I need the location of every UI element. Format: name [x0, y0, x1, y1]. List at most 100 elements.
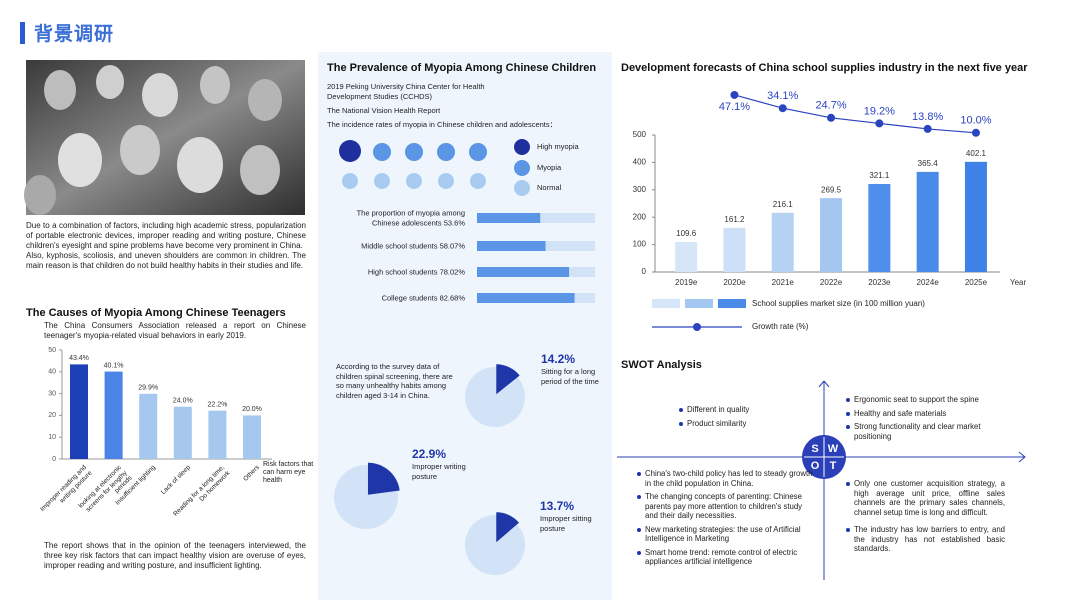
- bar: [916, 171, 939, 272]
- bar-label: College students 82.68%: [335, 293, 465, 303]
- x-tick-label: 2023e: [868, 278, 891, 287]
- category-label: Sitting for a long period of the time: [541, 367, 599, 386]
- legend-label: School supplies market size (in 100 mill…: [752, 299, 925, 308]
- legend-label: Myopia: [537, 163, 562, 172]
- bar: [477, 293, 575, 303]
- swot-item: The changing concepts of parenting: Chin…: [636, 492, 816, 521]
- value-label: 321.1: [869, 171, 890, 180]
- swot-item: Healthy and safe materials: [845, 409, 1010, 419]
- swot-item: Ergonomic seat to support the spine: [845, 395, 1010, 405]
- line-point: [730, 90, 739, 99]
- category-label: High school students: [367, 267, 438, 277]
- bar: [771, 212, 794, 272]
- line-point: [875, 119, 884, 128]
- swot-letter: S: [811, 443, 818, 455]
- swot-letter: T: [830, 460, 837, 472]
- intro-text: Due to a combination of factors, includi…: [26, 221, 306, 271]
- y-tick-label: 20: [48, 412, 56, 419]
- source-text: The incidence rates of myopia in Chinese…: [327, 120, 558, 129]
- value-label: 22.9%: [412, 447, 447, 461]
- bar-label: High school students 78.02%: [335, 267, 465, 277]
- value-label: 29.9%: [138, 385, 158, 392]
- chart-title: The Causes of Myopia Among Chinese Teena…: [26, 307, 286, 319]
- line-point: [827, 113, 836, 122]
- myopia-dots: [339, 139, 530, 196]
- bar: [675, 241, 698, 272]
- x-tick-label: 2021e: [772, 278, 795, 287]
- swot-list: China's two-child policy has led to stea…: [636, 469, 816, 567]
- swot-list: Different in quality Product similarity: [678, 405, 818, 428]
- value-label: 58.07%: [439, 241, 465, 251]
- bar: [243, 415, 261, 459]
- bar: [70, 364, 88, 459]
- legend-marker: [693, 323, 701, 331]
- category-label: Middle school students: [361, 241, 438, 251]
- y-tick-label: 0: [642, 267, 647, 276]
- value-label: 13.8%: [912, 111, 943, 123]
- value-label: 53.6%: [443, 218, 465, 227]
- value-label: 22.2%: [207, 401, 227, 408]
- page-title: 背景调研: [34, 24, 115, 45]
- y-tick-label: 200: [633, 212, 647, 221]
- swot-item: China's two-child policy has led to stea…: [636, 469, 816, 488]
- bar: [477, 241, 546, 251]
- value-label: 24.7%: [815, 100, 846, 112]
- annotation: Risk factors that can harm eye health: [263, 461, 314, 484]
- swot-item: Product similarity: [678, 419, 818, 429]
- chart-title: Development forecasts of China school su…: [621, 62, 1028, 74]
- value-label: 14.2%: [541, 352, 576, 366]
- value-label: 402.1: [966, 149, 987, 158]
- bar: [104, 371, 123, 459]
- header-bar: [20, 22, 25, 44]
- category-label: College students: [381, 293, 438, 303]
- bar: [208, 410, 227, 459]
- swot-list: Only one customer acquisition strategy, …: [845, 479, 1005, 554]
- value-label: 161.2: [724, 215, 745, 224]
- y-tick-label: 40: [48, 369, 56, 376]
- value-label: 20.0%: [242, 406, 262, 413]
- y-tick-label: 30: [48, 390, 56, 397]
- bar: [820, 198, 843, 272]
- swot-list: Ergonomic seat to support the spine Healt…: [845, 395, 1010, 441]
- bar: [173, 406, 192, 459]
- swot-item: The industry has low barriers to entry, …: [845, 525, 1005, 554]
- x-tick-label: 2019e: [675, 278, 698, 287]
- value-label: 47.1%: [719, 101, 750, 113]
- bar: [477, 213, 541, 223]
- bar: [723, 227, 746, 272]
- value-label: 216.1: [773, 200, 794, 209]
- x-axis-label: Year: [1010, 278, 1027, 287]
- category-label: The proportion of myopia among Chinese a…: [356, 208, 465, 228]
- legend-swatch: [718, 299, 746, 308]
- section-title: The Prevalence of Myopia Among Chinese C…: [327, 62, 597, 74]
- value-label: 34.1%: [767, 90, 798, 102]
- line-point: [971, 128, 980, 137]
- swot-item: Different in quality: [678, 405, 818, 415]
- swot-item: Only one customer acquisition strategy, …: [845, 479, 1005, 517]
- y-tick-label: 50: [48, 347, 56, 354]
- swot-item: New marketing strategies: the use of Art…: [636, 525, 816, 544]
- y-tick-label: 100: [633, 240, 647, 249]
- line: [734, 94, 976, 134]
- line-point: [778, 104, 787, 113]
- value-label: 13.7%: [540, 499, 575, 513]
- swot-item: Strong functionality and clear market po…: [845, 422, 1010, 441]
- photo: [24, 60, 305, 215]
- category-label: Improper writing posture: [412, 462, 466, 481]
- source-text: The National Vision Health Report: [327, 106, 441, 115]
- bar: [868, 184, 891, 272]
- value-label: 365.4: [918, 159, 939, 168]
- pie-slice: [496, 512, 520, 543]
- chart-subtitle: The China Consumers Association released…: [44, 321, 306, 340]
- source-text: 2019 Peking University China Center for …: [327, 82, 485, 101]
- y-tick-label: 10: [48, 434, 56, 441]
- x-tick-label: 2022e: [820, 278, 843, 287]
- y-tick-label: 500: [633, 130, 647, 139]
- bar-label: The proportion of myopia among Chinese a…: [335, 209, 465, 228]
- chart-note: The report shows that in the opinion of …: [44, 541, 306, 570]
- y-tick-label: 400: [633, 158, 647, 167]
- section-title: SWOT Analysis: [621, 359, 702, 371]
- legend-label: Normal: [537, 183, 562, 192]
